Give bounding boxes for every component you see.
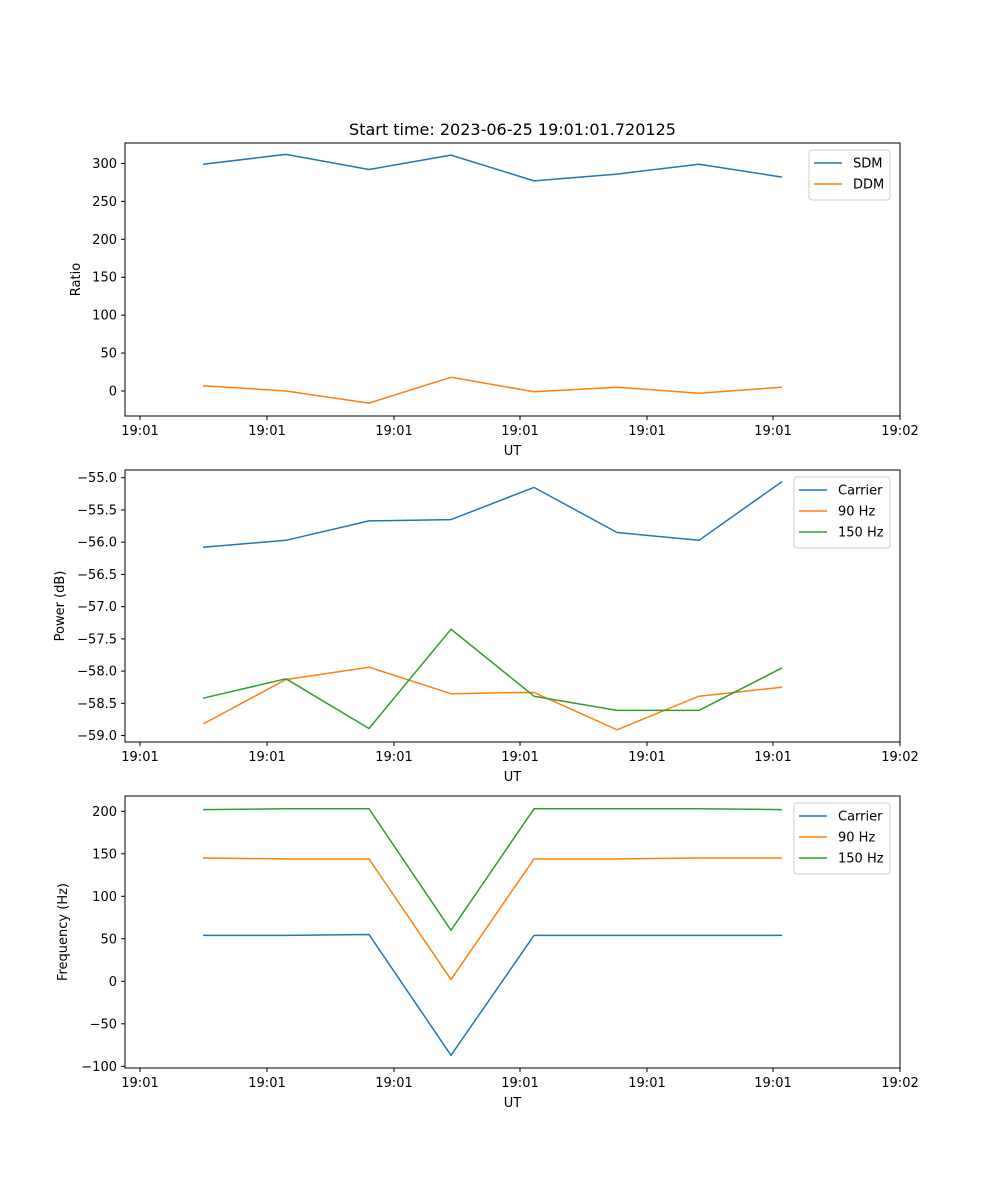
- x-axis-label: UT: [504, 770, 522, 785]
- y-tick-label: 0: [109, 384, 117, 399]
- chart-panel-2: −59.0 −58.5 −58.0 −57.5 −57.0 −56.5 −56.0 −55.5…: [53, 469, 919, 785]
- plot-area-frame: [124, 469, 901, 743]
- x-tick-label: 19:02: [881, 424, 918, 439]
- y-tick-label: 50: [100, 932, 117, 947]
- legend-entry: 150 Hz: [838, 526, 884, 541]
- y-axis-label: Power (dB): [53, 571, 68, 642]
- legend-entry: 150 Hz: [838, 852, 884, 867]
- series-line-carrier: [202, 480, 783, 549]
- x-tick-label: 19:02: [881, 1076, 918, 1091]
- series-line-90-hz: [202, 666, 783, 731]
- x-tick-label: 19:01: [501, 1076, 538, 1091]
- series-line-90-hz: [202, 857, 782, 981]
- legend: Carrier 90 Hz 150 Hz: [793, 476, 891, 549]
- y-tick-label: −56.0: [77, 536, 117, 551]
- series-line-ddm: [202, 376, 783, 404]
- x-tick-label: 19:01: [628, 750, 665, 765]
- chart-panel-1: Start time: 2023-06-25 19:01:01.720125 0 5…: [69, 120, 919, 459]
- x-tick-label: 19:01: [248, 424, 285, 439]
- x-tick-label: 19:01: [121, 750, 158, 765]
- series-line-150-hz: [202, 628, 783, 730]
- y-tick-label: 100: [92, 890, 117, 905]
- series-line-sdm: [202, 153, 783, 182]
- y-tick-label: 150: [92, 271, 117, 286]
- y-tick-label: 150: [92, 847, 117, 862]
- y-axis-label: Frequency (Hz): [56, 883, 71, 981]
- series-line-150-hz: [202, 808, 783, 932]
- legend: SDM DDM: [808, 149, 891, 201]
- x-tick-label: 19:01: [375, 424, 412, 439]
- x-tick-label: 19:01: [754, 424, 791, 439]
- y-tick-label: 250: [92, 195, 117, 210]
- y-tick-label: 50: [100, 347, 117, 362]
- x-tick-label: 19:01: [121, 1076, 158, 1091]
- y-tick-label: 0: [109, 975, 117, 990]
- x-tick-label: 19:01: [375, 1076, 412, 1091]
- legend-entry: 90 Hz: [838, 505, 875, 520]
- y-tick-label: −56.5: [77, 568, 117, 583]
- y-tick-label: 300: [92, 157, 117, 172]
- x-tick-label: 19:01: [121, 424, 158, 439]
- chart-panel-3: −100 −50 0 50 100 150 200 19:01 19:01 19:01 19:01 1…: [56, 795, 919, 1111]
- y-axis-label: Ratio: [69, 263, 84, 296]
- y-tick-label: −50: [90, 1017, 117, 1032]
- x-tick-label: 19:01: [501, 424, 538, 439]
- x-tick-label: 19:01: [375, 750, 412, 765]
- legend-entry: SDM: [853, 157, 882, 172]
- y-tick-label: −55.5: [77, 503, 117, 518]
- y-tick-label: −100: [81, 1060, 117, 1075]
- x-tick-label: 19:01: [754, 1076, 791, 1091]
- legend-entry: Carrier: [838, 484, 883, 499]
- y-tick-label: −58.5: [77, 697, 117, 712]
- y-tick-label: −58.0: [77, 665, 117, 680]
- x-tick-label: 19:01: [501, 750, 538, 765]
- y-tick-label: −57.0: [77, 600, 117, 615]
- y-tick-label: 200: [92, 805, 117, 820]
- y-tick-label: −57.5: [77, 632, 117, 647]
- y-tick-label: −55.0: [77, 471, 117, 486]
- x-axis-label: UT: [504, 1096, 522, 1111]
- legend: Carrier 90 Hz 150 Hz: [793, 802, 891, 875]
- x-tick-label: 19:01: [628, 424, 665, 439]
- x-tick-label: 19:01: [248, 1076, 285, 1091]
- legend-entry: Carrier: [838, 810, 883, 825]
- legend-entry: 90 Hz: [838, 831, 875, 846]
- legend-entry: DDM: [853, 178, 884, 193]
- legend-box: [793, 476, 891, 549]
- plot-area-frame: [124, 142, 901, 417]
- x-tick-label: 19:01: [248, 750, 285, 765]
- x-axis-label: UT: [504, 444, 522, 459]
- plot-area-frame: [124, 795, 901, 1069]
- series-line-carrier: [203, 933, 782, 1057]
- x-tick-label: 19:02: [881, 750, 918, 765]
- y-tick-label: −59.0: [77, 729, 117, 744]
- x-tick-label: 19:01: [754, 750, 791, 765]
- y-tick-label: 200: [92, 233, 117, 248]
- chart-title: Start time: 2023-06-25 19:01:01.720125: [349, 120, 676, 139]
- legend-box: [793, 802, 891, 875]
- y-tick-label: 100: [92, 309, 117, 324]
- x-tick-label: 19:01: [628, 1076, 665, 1091]
